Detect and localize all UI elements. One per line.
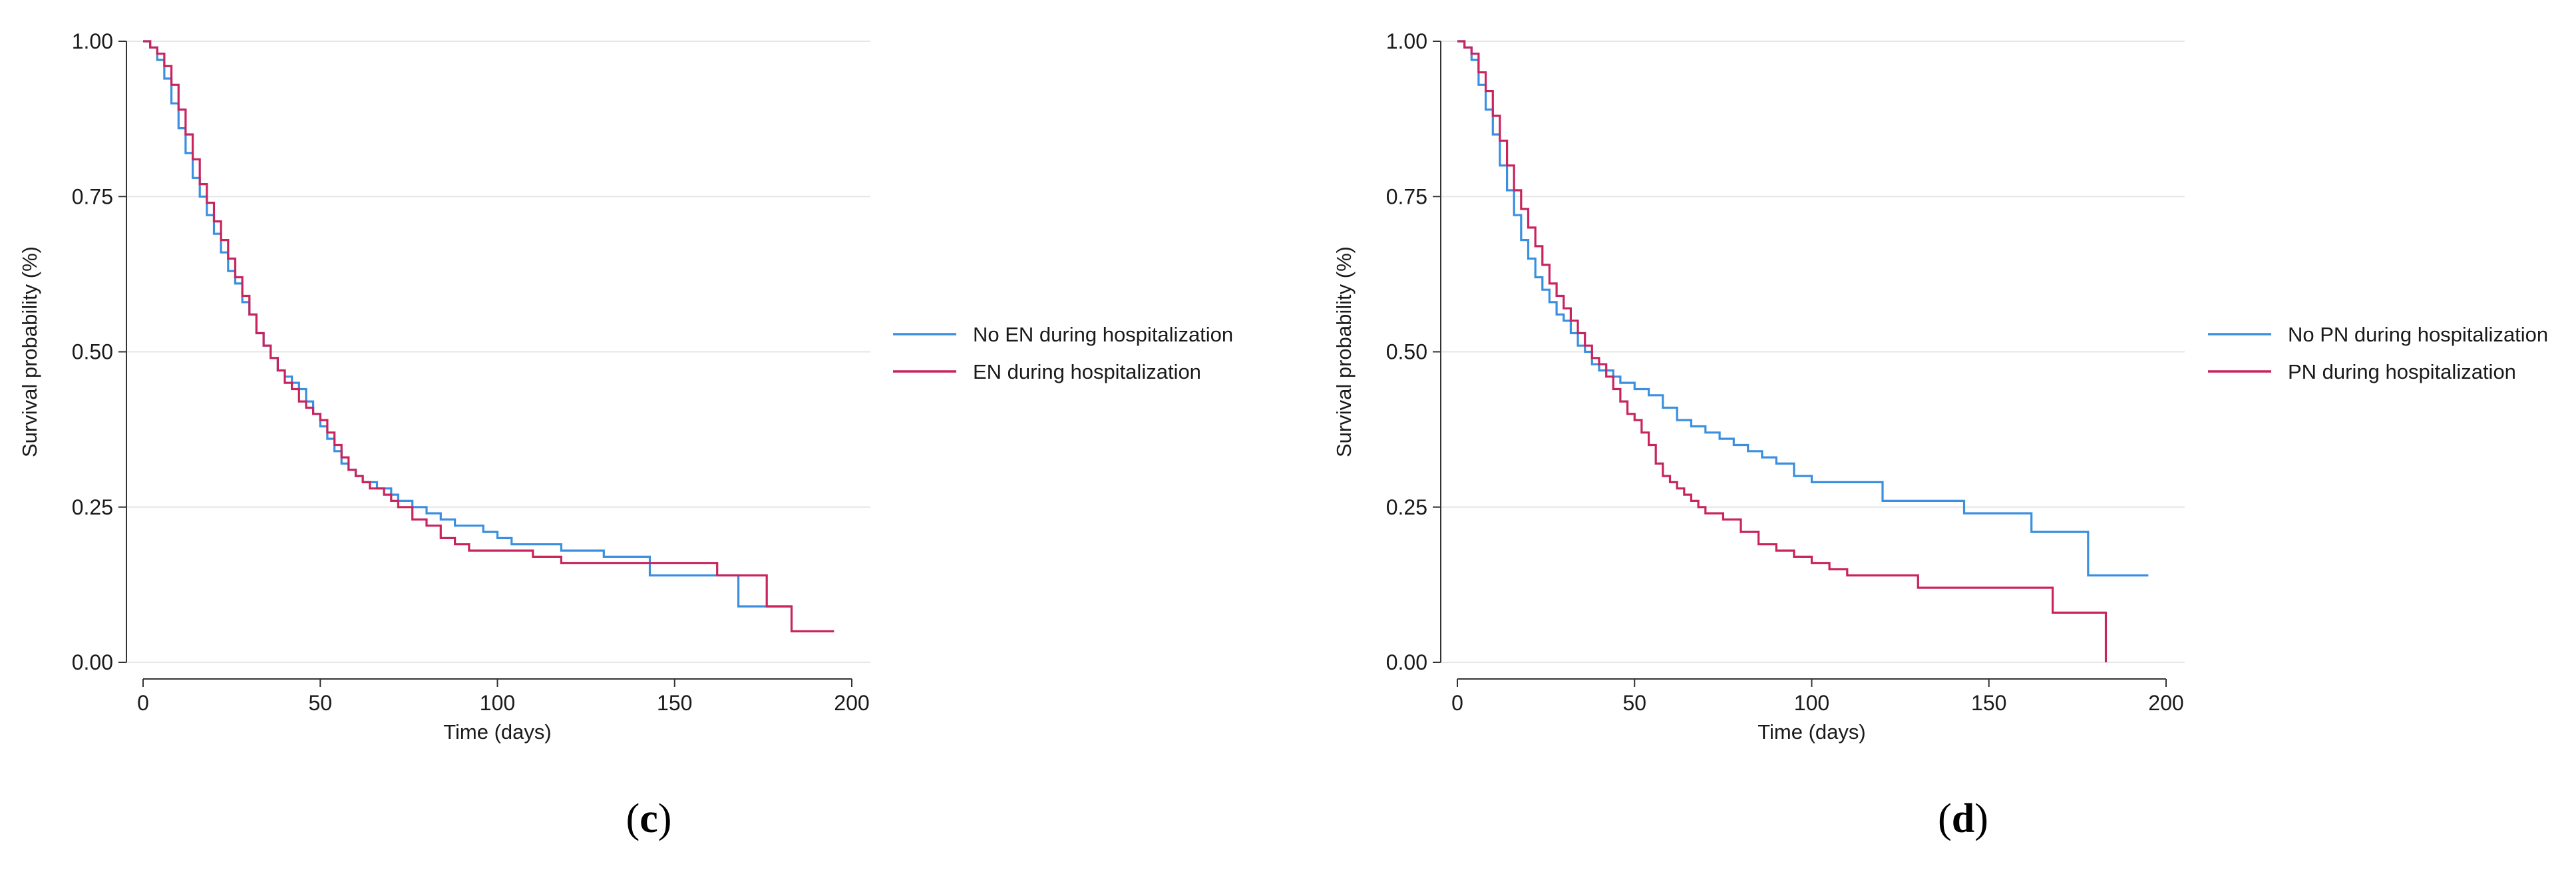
legend-label: No EN during hospitalization — [973, 323, 1233, 346]
panel-label: (c) — [626, 796, 672, 841]
y-tick-label: 0.25 — [72, 495, 113, 519]
series-line-no — [1457, 40, 2149, 576]
series-line-no — [143, 40, 792, 608]
y-tick-label: 0.25 — [1386, 495, 1427, 519]
legend-label: EN during hospitalization — [973, 360, 1201, 383]
x-axis-title: Time (days) — [443, 720, 551, 744]
y-axis-title: Survival probability (%) — [1332, 246, 1356, 457]
series-line-yes — [1457, 40, 2108, 662]
x-axis-title: Time (days) — [1757, 720, 1865, 744]
x-tick-label: 50 — [308, 691, 332, 715]
legend: No PN during hospitalization PN during ho… — [2208, 323, 2548, 383]
chart-panel-d: 0.00 0.25 0.50 0.75 1.00 0 50 100 150 200 Time (da… — [1332, 29, 2548, 841]
x-tick-label: 150 — [657, 691, 692, 715]
x-tick-label: 0 — [137, 691, 149, 715]
series-line-yes — [143, 40, 834, 632]
y-tick-label: 0.75 — [72, 184, 113, 208]
y-tick-label: 0.50 — [72, 340, 113, 364]
y-tick-label: 1.00 — [1386, 29, 1427, 53]
legend-label: No PN during hospitalization — [2288, 323, 2548, 346]
x-tick-label: 100 — [480, 691, 515, 715]
x-tick-label: 50 — [1622, 691, 1646, 715]
y-tick-label: 0.50 — [1386, 340, 1427, 364]
legend-label: PN during hospitalization — [2288, 360, 2516, 383]
y-axis-title: Survival probability (%) — [18, 246, 41, 457]
x-tick-label: 0 — [1451, 691, 1463, 715]
y-tick-label: 0.75 — [1386, 184, 1427, 208]
x-tick-label: 150 — [1971, 691, 2006, 715]
chart-panel-c: 0.00 0.25 0.50 0.75 1.00 0 50 100 150 200 Time (da… — [18, 29, 1233, 841]
legend: No EN during hospitalization EN during ho… — [893, 323, 1233, 383]
y-tick-label: 1.00 — [72, 29, 113, 53]
y-tick-label: 0.00 — [1386, 650, 1427, 674]
x-tick-label: 200 — [834, 691, 869, 715]
x-tick-label: 200 — [2148, 691, 2183, 715]
y-tick-label: 0.00 — [72, 650, 113, 674]
panel-label: (d) — [1938, 796, 1988, 841]
x-tick-label: 100 — [1794, 691, 1829, 715]
